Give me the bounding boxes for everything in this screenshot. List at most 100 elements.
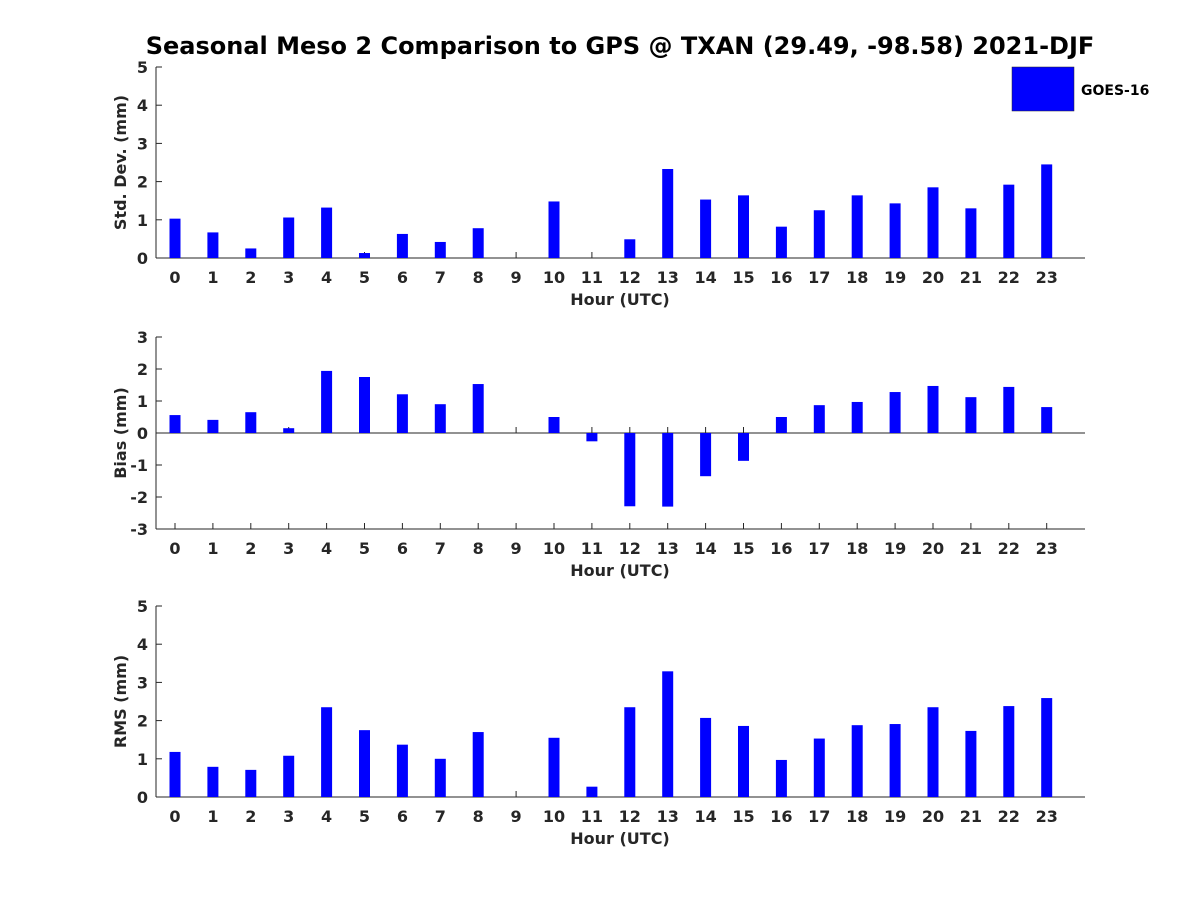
bar-hour-6	[396, 744, 408, 797]
x-tick-label: 3	[283, 539, 294, 558]
x-tick-label: 18	[846, 268, 868, 287]
bar-hour-19	[889, 203, 901, 258]
x-tick-label: 23	[1036, 539, 1058, 558]
x-tick-label: 12	[619, 807, 641, 826]
y-axis-label: Bias (mm)	[111, 387, 130, 479]
bar-hour-22	[1003, 184, 1015, 258]
x-tick-label: 23	[1036, 268, 1058, 287]
bar-hour-23	[1041, 698, 1053, 797]
x-tick-label: 4	[321, 807, 332, 826]
x-tick-label: 17	[808, 539, 830, 558]
bar-hour-10	[548, 737, 560, 797]
x-tick-label: 0	[169, 539, 180, 558]
bar-hour-3	[283, 428, 295, 433]
bar-hour-11	[586, 786, 598, 797]
x-axis-label: Hour (UTC)	[570, 561, 670, 580]
bar-hour-15	[738, 433, 749, 461]
bar-hour-22	[1003, 386, 1015, 433]
bar-hour-4	[321, 707, 333, 797]
bar-hour-23	[1041, 164, 1053, 258]
y-tick-label: 0	[137, 788, 148, 807]
bar-hour-20	[927, 707, 939, 797]
y-axis-label: RMS (mm)	[111, 655, 130, 748]
legend-swatch	[1011, 66, 1075, 112]
x-tick-label: 4	[321, 539, 332, 558]
y-tick-label: -2	[130, 488, 148, 507]
x-tick-label: 20	[922, 268, 944, 287]
y-tick-label: 2	[137, 173, 148, 192]
y-tick-label: 3	[137, 328, 148, 347]
bar-hour-10	[548, 417, 560, 433]
y-tick-label: 0	[137, 249, 148, 268]
x-axis-label: Hour (UTC)	[570, 829, 670, 848]
bar-hour-21	[965, 397, 977, 433]
x-tick-label: 6	[397, 807, 408, 826]
bar-hour-7	[434, 758, 446, 797]
y-axis-label: Std. Dev. (mm)	[111, 95, 130, 230]
bar-hour-12	[624, 707, 636, 797]
bar-hour-5	[359, 730, 370, 797]
x-tick-label: 13	[657, 268, 679, 287]
x-tick-label: 3	[283, 268, 294, 287]
x-axis-label: Hour (UTC)	[570, 290, 670, 309]
x-tick-label: 22	[998, 268, 1020, 287]
bar-hour-1	[207, 766, 219, 797]
y-tick-label: -3	[130, 520, 148, 539]
x-tick-label: 7	[435, 268, 446, 287]
bar-hour-2	[245, 769, 257, 797]
x-tick-label: 14	[694, 268, 716, 287]
bar-hour-20	[927, 187, 939, 258]
bar-hour-12	[624, 239, 636, 258]
bar-hour-18	[851, 725, 863, 797]
x-tick-label: 1	[207, 268, 218, 287]
bar-hour-10	[548, 201, 560, 258]
bar-hour-7	[434, 404, 446, 433]
x-tick-label: 19	[884, 268, 906, 287]
y-tick-label: 2	[137, 360, 148, 379]
bar-hour-11	[586, 433, 598, 442]
bar-hour-15	[738, 195, 749, 258]
x-tick-label: 10	[543, 268, 565, 287]
x-tick-label: 21	[960, 539, 982, 558]
bar-hour-8	[472, 228, 484, 258]
bar-hour-8	[472, 732, 484, 797]
bar-hour-17	[813, 738, 825, 797]
x-tick-label: 20	[922, 807, 944, 826]
bar-hour-0	[169, 751, 181, 797]
bar-hour-14	[700, 433, 712, 477]
x-tick-label: 13	[657, 539, 679, 558]
bar-hour-13	[662, 671, 674, 797]
y-tick-label: 4	[137, 96, 148, 115]
bar-hour-13	[662, 433, 674, 507]
x-tick-label: 14	[694, 539, 716, 558]
x-tick-label: 5	[359, 539, 370, 558]
y-tick-label: 5	[137, 58, 148, 77]
bar-hour-16	[775, 417, 787, 433]
x-tick-label: 8	[473, 539, 484, 558]
x-tick-label: 0	[169, 268, 180, 287]
x-tick-label: 8	[473, 807, 484, 826]
bar-hour-16	[775, 226, 787, 258]
x-tick-label: 16	[770, 539, 792, 558]
x-tick-label: 16	[770, 268, 792, 287]
bar-hour-4	[321, 370, 333, 433]
y-tick-label: 1	[137, 211, 148, 230]
bar-hour-21	[965, 730, 977, 797]
x-tick-label: 18	[846, 539, 868, 558]
x-tick-label: 20	[922, 539, 944, 558]
y-tick-label: 2	[137, 712, 148, 731]
x-tick-label: 4	[321, 268, 332, 287]
bar-hour-14	[700, 199, 712, 258]
x-tick-label: 9	[511, 807, 522, 826]
figure-title: Seasonal Meso 2 Comparison to GPS @ TXAN…	[146, 32, 1095, 60]
bar-hour-6	[396, 233, 408, 258]
bar-hour-5	[359, 377, 370, 433]
y-tick-label: 3	[137, 673, 148, 692]
bar-hour-5	[359, 253, 370, 258]
bar-hour-16	[775, 759, 787, 797]
bar-hour-18	[851, 195, 863, 258]
y-tick-label: 1	[137, 392, 148, 411]
bar-hour-23	[1041, 407, 1053, 433]
bar-hour-8	[472, 384, 484, 433]
x-tick-label: 10	[543, 807, 565, 826]
